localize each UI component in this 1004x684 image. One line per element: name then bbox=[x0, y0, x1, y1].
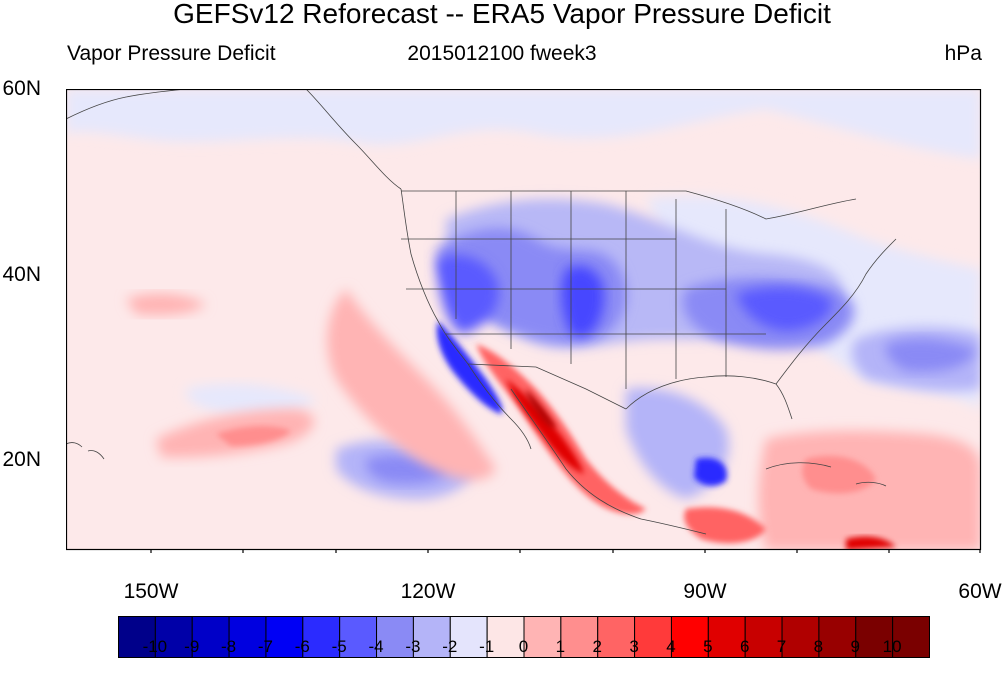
colorbar-label: 5 bbox=[703, 637, 713, 656]
colorbar-label: -9 bbox=[184, 637, 200, 656]
colorbar-label: 4 bbox=[666, 637, 676, 656]
colorbar-box bbox=[118, 616, 156, 658]
colorbar-label: -10 bbox=[142, 637, 168, 656]
colorbar-label: 1 bbox=[555, 637, 566, 656]
colorbar-box bbox=[892, 616, 930, 658]
lon-label-120w: 120W bbox=[400, 580, 456, 603]
vpd-map bbox=[66, 89, 982, 553]
colorbar-box bbox=[376, 616, 414, 658]
colorbar-label: -3 bbox=[405, 637, 421, 656]
colorbar-label: -1 bbox=[479, 637, 495, 656]
lat-label-60n: 60N bbox=[2, 77, 41, 100]
colorbar-box bbox=[228, 616, 267, 658]
lon-label-90w: 90W bbox=[683, 580, 727, 603]
lon-label-60w: 60W bbox=[958, 580, 1002, 603]
colorbar-label: 6 bbox=[739, 637, 750, 656]
colorbar-label: 9 bbox=[850, 637, 860, 656]
map-ticks bbox=[150, 550, 981, 553]
colorbar-label: 0 bbox=[518, 637, 529, 656]
coastlines-and-borders bbox=[66, 89, 897, 535]
colorbar-label: 2 bbox=[592, 637, 602, 656]
figure-title: GEFSv12 Reforecast -- ERA5 Vapor Pressur… bbox=[173, 0, 831, 29]
colorbar-label: -5 bbox=[331, 637, 347, 656]
lat-label-40n: 40N bbox=[2, 263, 41, 286]
colorbar-box bbox=[523, 616, 562, 658]
colorbar-box bbox=[597, 616, 636, 658]
lat-label-20n: 20N bbox=[2, 448, 41, 471]
colorbar-label: -7 bbox=[257, 637, 274, 656]
colorbar-label: 10 bbox=[882, 637, 902, 656]
colorbar-label: -2 bbox=[442, 637, 458, 656]
colorbar-label: 3 bbox=[629, 637, 639, 656]
map-frame bbox=[66, 89, 982, 551]
colorbar-box bbox=[154, 616, 193, 658]
colorbar-box bbox=[707, 616, 746, 658]
variable-label: Vapor Pressure Deficit bbox=[67, 42, 276, 65]
lon-label-150w: 150W bbox=[123, 580, 179, 603]
colorbar-box bbox=[265, 616, 304, 658]
units-label: hPa bbox=[944, 42, 982, 65]
colorbar-box bbox=[486, 616, 525, 658]
colorbar-label: -8 bbox=[221, 637, 237, 656]
date-forecast-label: 2015012100 fweek3 bbox=[407, 42, 597, 65]
colorbar-box bbox=[302, 616, 341, 658]
colorbar bbox=[118, 616, 930, 658]
colorbar-box bbox=[191, 616, 230, 658]
colorbar-box bbox=[818, 616, 857, 658]
colorbar-label: 8 bbox=[813, 637, 824, 656]
colorbar-label: -6 bbox=[294, 637, 310, 656]
colorbar-box bbox=[781, 616, 820, 658]
colorbar-box bbox=[449, 616, 488, 658]
colorbar-label: 7 bbox=[776, 637, 787, 656]
colorbar-box bbox=[744, 616, 783, 658]
colorbar-label: -4 bbox=[368, 637, 384, 656]
colorbar-box bbox=[855, 616, 894, 658]
